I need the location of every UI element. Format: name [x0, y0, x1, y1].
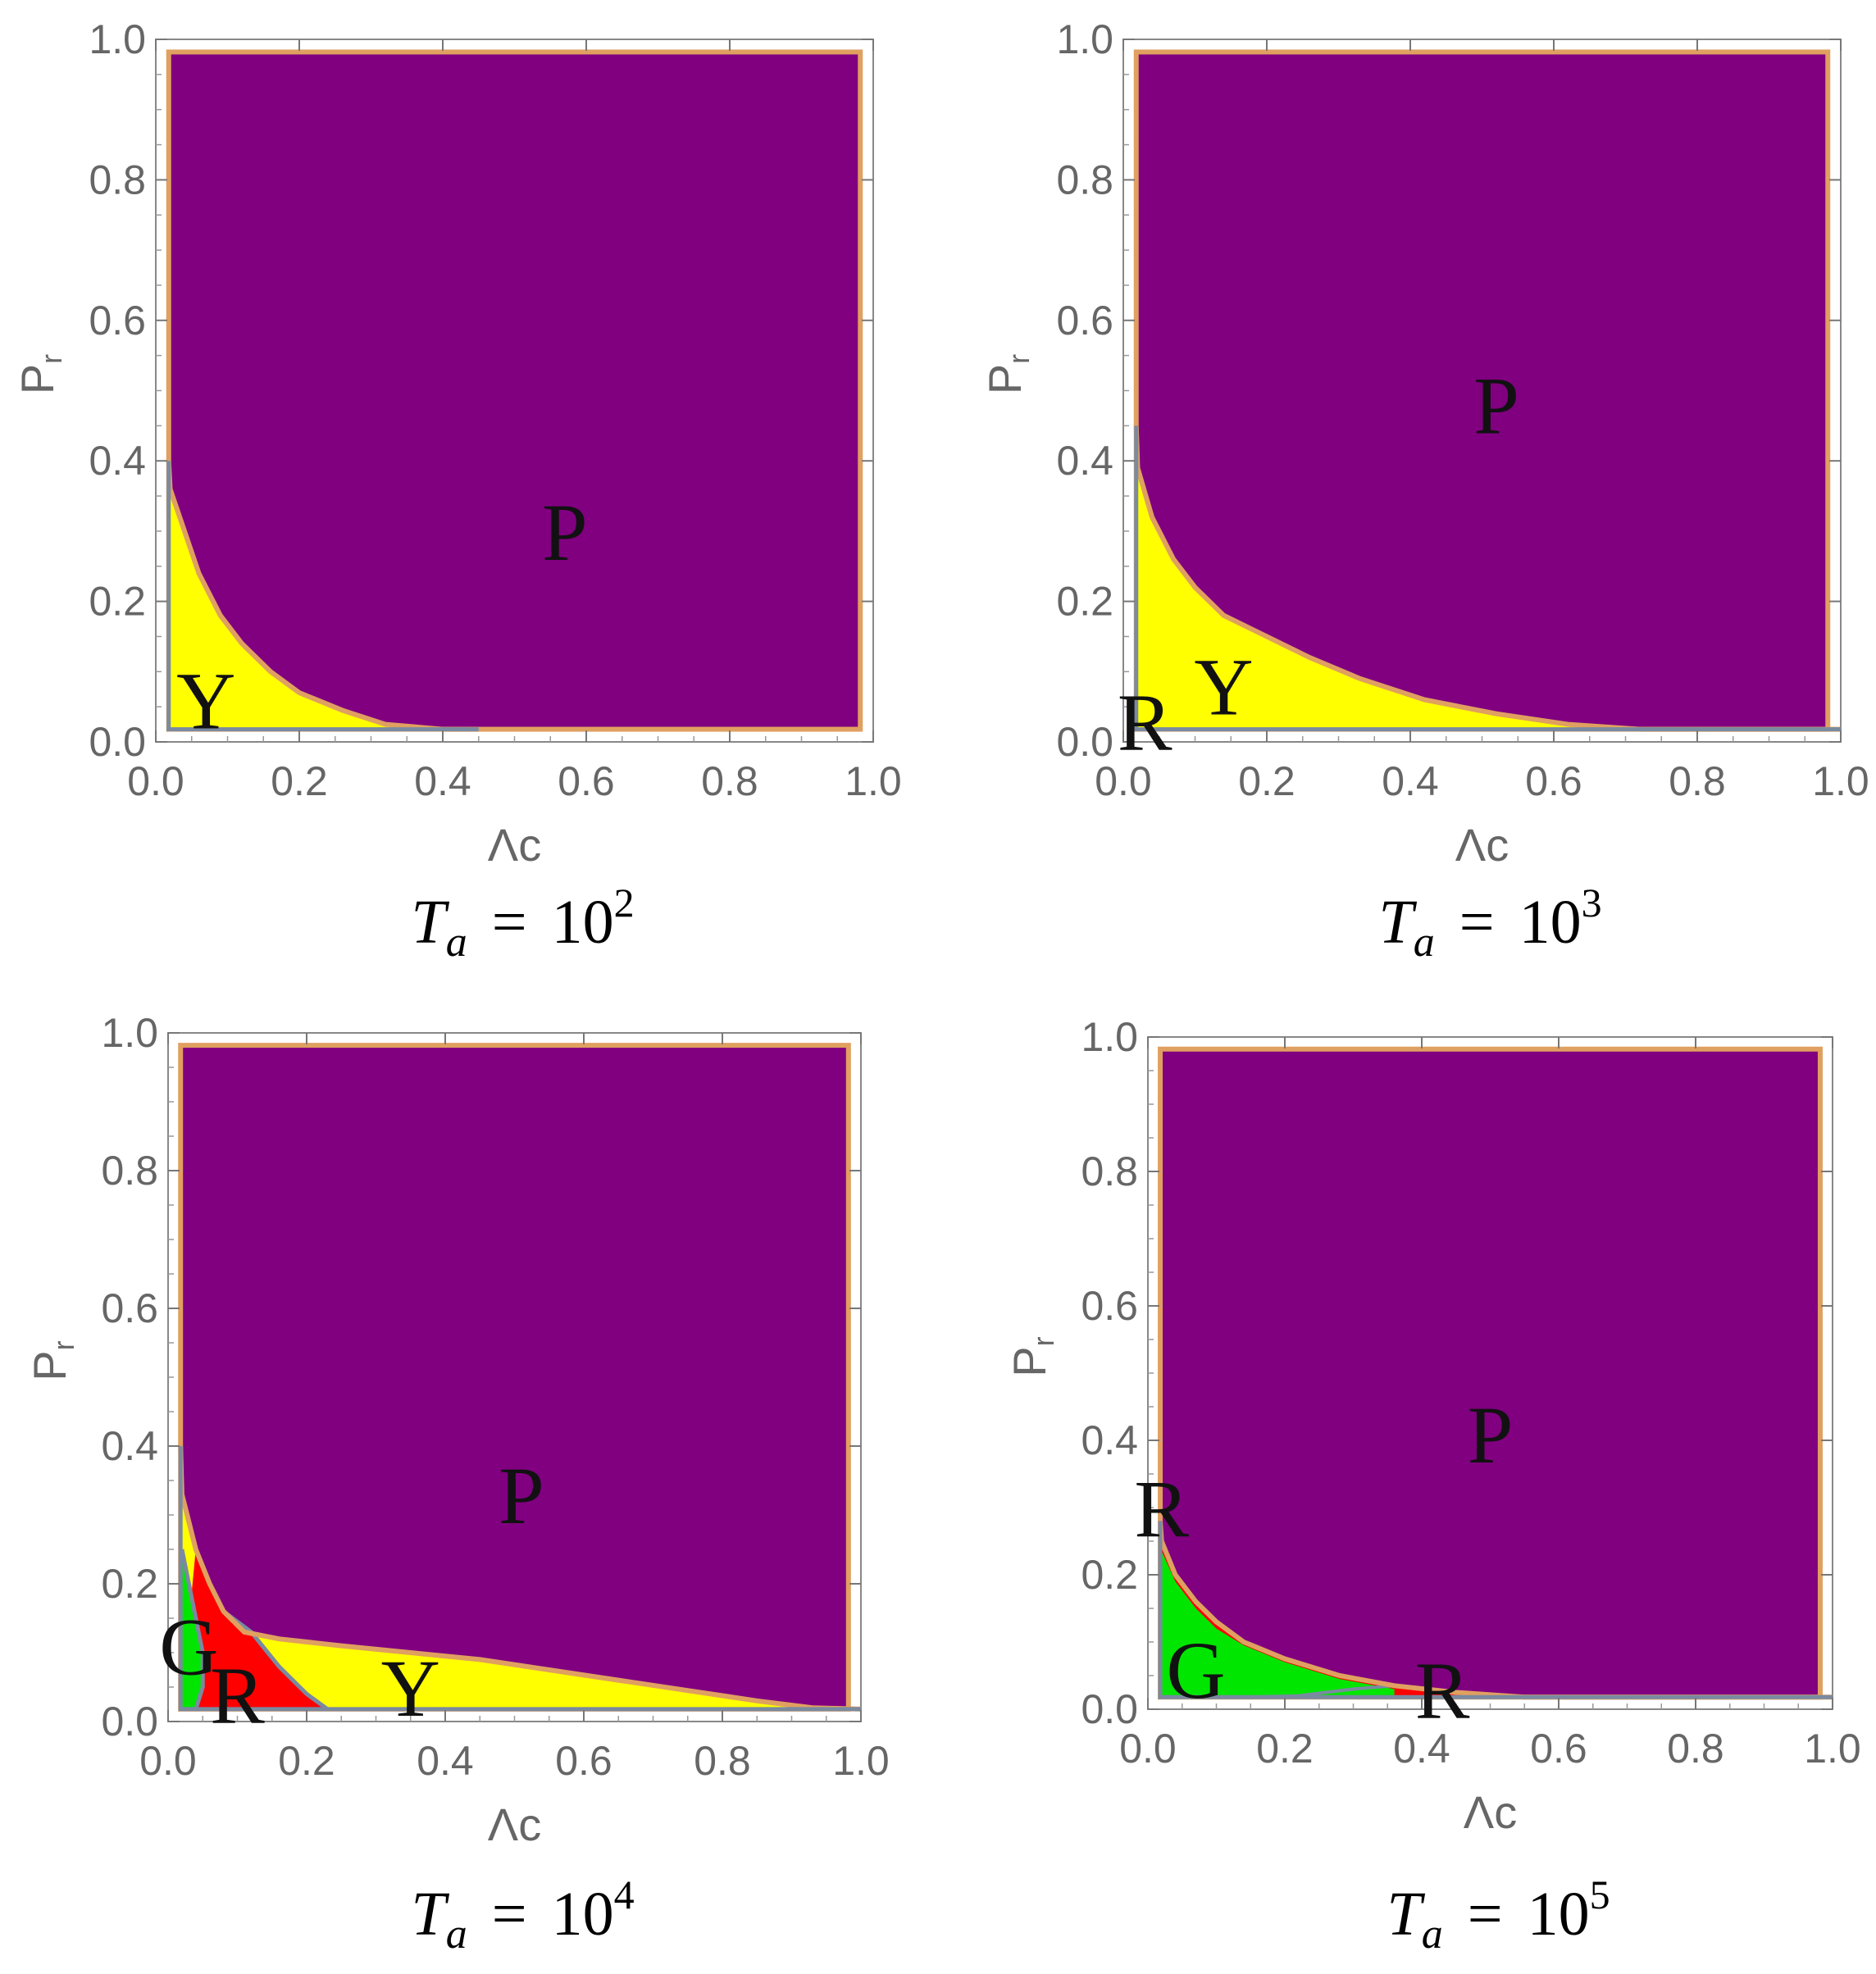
- x-tick-label: 0.6: [1525, 758, 1582, 804]
- region-label-purple: P: [1468, 1390, 1514, 1480]
- region-label-red: R: [210, 1649, 265, 1740]
- region-purple: [178, 1043, 851, 1712]
- region-label-red: R: [1134, 1463, 1189, 1554]
- y-tick-label: 0.6: [1081, 1283, 1138, 1329]
- y-tick-label: 0.8: [89, 157, 146, 202]
- y-tick-label: 0.6: [89, 298, 146, 343]
- panel-caption: Ta = 105: [1387, 1872, 1610, 1958]
- x-tick-label: 0.8: [694, 1738, 751, 1784]
- x-tick-label: 0.8: [1667, 1726, 1724, 1772]
- region-label-yellow: Y: [176, 656, 235, 747]
- x-tick-label: 0.0: [1095, 758, 1152, 804]
- region-label-green: G: [159, 1602, 218, 1693]
- region-purple: [166, 49, 863, 732]
- x-tick-label: 0.4: [414, 758, 471, 804]
- region-green: [180, 1515, 203, 1709]
- y-tick-label: 0.2: [1056, 579, 1113, 625]
- boundary-lower-purple: [178, 1445, 862, 1712]
- y-tick-label: 0.0: [89, 719, 146, 765]
- x-tick-label: 0.8: [1669, 758, 1726, 804]
- x-tick-label: 0.8: [701, 758, 758, 804]
- boundary-axis-edge: [178, 1446, 861, 1712]
- panel-4: 0.0 0.2 0.4 0.6 0.8 1.0 0.0 0.2 0.4 0.6 0.8 1.0 Λc Pr…: [1004, 1014, 1861, 1958]
- x-tick-label: 1.0: [1812, 758, 1869, 804]
- y-tick-label: 1.0: [1081, 1014, 1138, 1060]
- region-red: [180, 1549, 328, 1709]
- y-tick-label: 1.0: [89, 16, 146, 62]
- y-tick-label: 1.0: [101, 1010, 158, 1056]
- y-tick-label: 0.2: [101, 1561, 158, 1607]
- y-axis-label: Pr: [1004, 1336, 1060, 1376]
- x-tick-label: 0.4: [417, 1738, 474, 1784]
- x-tick-label: 0.2: [278, 1738, 335, 1784]
- boundary-green-red: [180, 1549, 205, 1710]
- x-axis-label: Λc: [1455, 819, 1509, 871]
- y-tick-label: 0.8: [1056, 157, 1113, 202]
- x-tick-label: 1.0: [832, 1738, 890, 1784]
- x-tick-label: 0.4: [1393, 1726, 1450, 1772]
- y-tick-label: 0.2: [89, 579, 146, 625]
- region-label-yellow: Y: [381, 1643, 440, 1734]
- panel-2: 0.0 0.2 0.4 0.6 0.8 1.0 0.0 0.2 0.4 0.6 0.8 1.0 Λc Pr…: [979, 16, 1869, 966]
- x-axis-label: Λc: [488, 1799, 541, 1850]
- y-tick-label: 0.2: [1081, 1552, 1138, 1598]
- region-green: [1160, 1548, 1395, 1698]
- y-axis-label: Pr: [11, 354, 68, 394]
- y-tick-label: 0.4: [101, 1423, 158, 1469]
- x-tick-label: 0.4: [1382, 758, 1439, 804]
- boundary-axis-edge: [1158, 1521, 1833, 1699]
- y-tick-label: 0.0: [101, 1699, 158, 1744]
- boundary-red-yellow: [222, 1609, 329, 1711]
- region-label-red: R: [1415, 1644, 1470, 1735]
- y-tick-label: 0.4: [1056, 438, 1113, 484]
- x-tick-label: 0.6: [1530, 1726, 1587, 1772]
- x-tick-label: 1.0: [845, 758, 902, 804]
- x-tick-label: 0.0: [139, 1738, 197, 1784]
- y-tick-label: 0.0: [1081, 1686, 1138, 1732]
- x-tick-label: 0.0: [127, 758, 184, 804]
- y-tick-label: 0.6: [101, 1285, 158, 1331]
- y-tick-label: 0.6: [1056, 298, 1113, 343]
- y-tick-label: 1.0: [1056, 16, 1113, 62]
- region-yellow: [168, 461, 479, 730]
- boundary-axis-edge: [166, 461, 479, 732]
- y-tick-label: 0.4: [89, 438, 146, 484]
- boundary-axis-edge: [1134, 425, 1841, 732]
- region-label-purple: P: [1473, 361, 1519, 452]
- y-tick-label: 0.8: [1081, 1148, 1138, 1194]
- x-tick-label: 0.2: [1238, 758, 1295, 804]
- y-tick-label: 0.4: [1081, 1417, 1138, 1463]
- region-label-purple: P: [499, 1450, 544, 1541]
- region-label-green: G: [1166, 1625, 1225, 1716]
- x-tick-label: 1.0: [1804, 1726, 1861, 1772]
- panel-caption: Ta = 103: [1378, 880, 1601, 966]
- x-tick-label: 0.2: [271, 758, 328, 804]
- y-axis-label: Pr: [979, 354, 1036, 394]
- x-axis-label: Λc: [1464, 1786, 1517, 1838]
- x-tick-label: 0.6: [555, 1738, 612, 1784]
- panel-3: 0.0 0.2 0.4 0.6 0.8 1.0 0.0 0.2 0.4 0.6 0.8 1.0 Λc Pr…: [24, 1010, 890, 1958]
- x-tick-label: 0.2: [1256, 1726, 1314, 1772]
- y-axis-label: Pr: [24, 1340, 80, 1380]
- region-label-purple: P: [542, 487, 588, 578]
- region-purple: [1133, 49, 1831, 732]
- y-tick-label: 0.0: [1056, 719, 1113, 765]
- x-tick-label: 0.6: [558, 758, 615, 804]
- region-yellow: [1136, 425, 1841, 730]
- y-tick-label: 0.8: [101, 1148, 158, 1194]
- region-label-yellow: Y: [1194, 641, 1253, 732]
- region-label-red: R: [1118, 676, 1172, 767]
- region-purple: [1158, 1046, 1823, 1700]
- panel-1: 0.0 0.2 0.4 0.6 0.8 1.0 0.0 0.2 0.4 0.6 0.8 1.0 Λc Pr…: [11, 16, 902, 966]
- x-axis-label: Λc: [488, 819, 541, 871]
- x-tick-label: 0.0: [1119, 1726, 1177, 1772]
- panel-caption: Ta = 102: [411, 880, 634, 966]
- panel-caption: Ta = 104: [411, 1872, 634, 1958]
- boundary-yellow-purple: [166, 461, 479, 732]
